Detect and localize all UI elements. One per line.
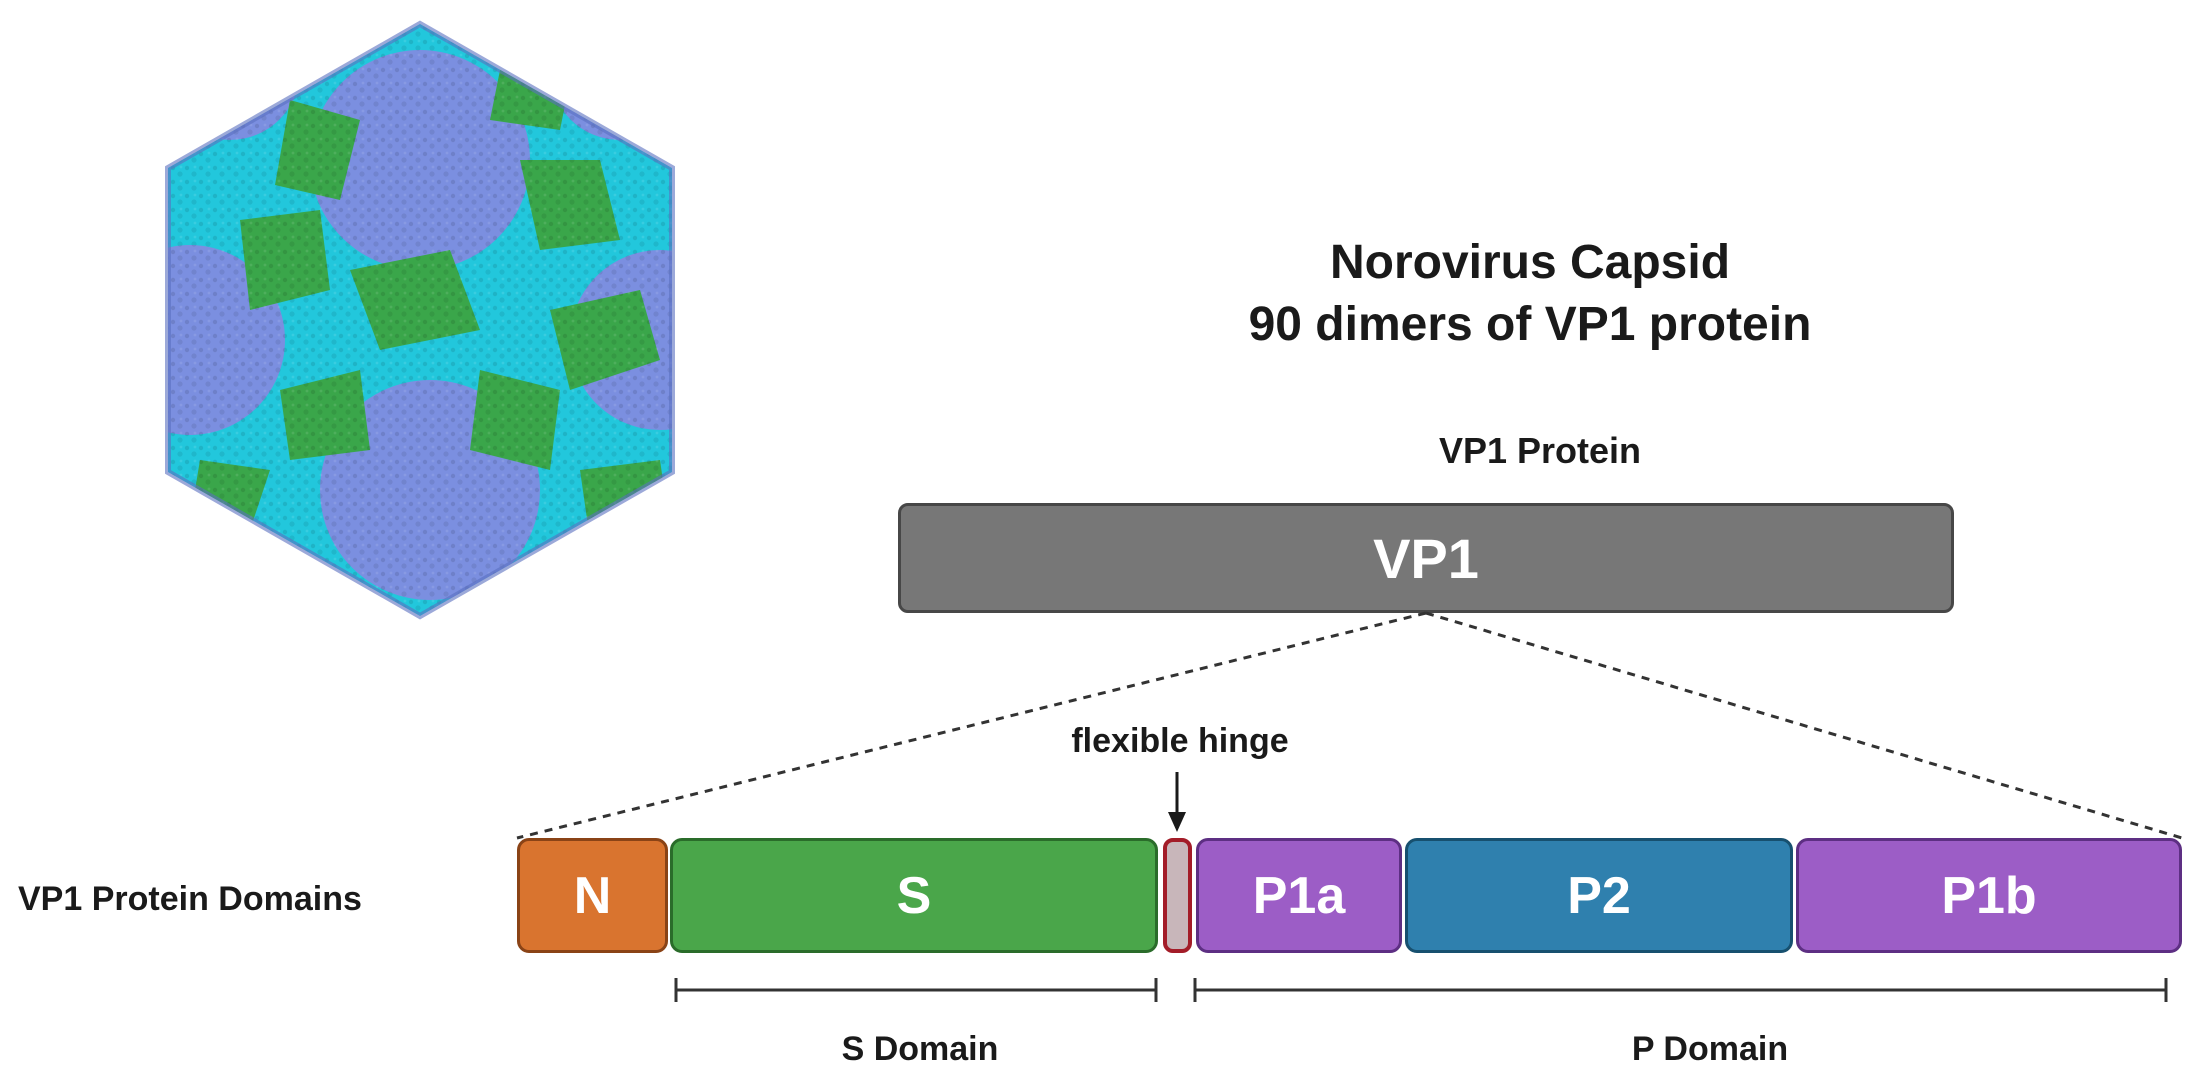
p-domain-label: P Domain — [1631, 1030, 1789, 1068]
domain-p1b: P1b — [1796, 838, 2182, 953]
vp1-protein-bar: VP1 — [898, 503, 1954, 613]
s-domain-label: S Domain — [841, 1030, 999, 1068]
flexible-hinge-label: flexible hinge — [1071, 722, 1289, 760]
vp1-protein-caption: VP1 Protein — [1438, 430, 1642, 471]
vp1-bar-label: VP1 — [1373, 526, 1479, 590]
capsid-surface — [168, 24, 672, 616]
domain-n: N — [517, 838, 668, 953]
p-domain-bracket — [1193, 978, 2168, 1002]
title-line-1: Norovirus Capsid — [1329, 236, 1731, 289]
domain-s: S — [670, 838, 1158, 953]
hinge-arrow — [1168, 772, 1186, 832]
figure-title: Norovirus Capsid 90 dimers of VP1 protei… — [1080, 232, 1980, 356]
domains-row-label: VP1 Protein Domains — [18, 880, 362, 918]
domain-p1a: P1a — [1196, 838, 1402, 953]
domain-hinge — [1163, 838, 1192, 953]
title-line-2: 90 dimers of VP1 protein — [1248, 298, 1812, 351]
norovirus-capsid-illustration — [165, 20, 675, 620]
zoom-line-right — [1425, 611, 2183, 840]
domain-p2: P2 — [1405, 838, 1793, 953]
s-domain-bracket — [674, 978, 1158, 1002]
